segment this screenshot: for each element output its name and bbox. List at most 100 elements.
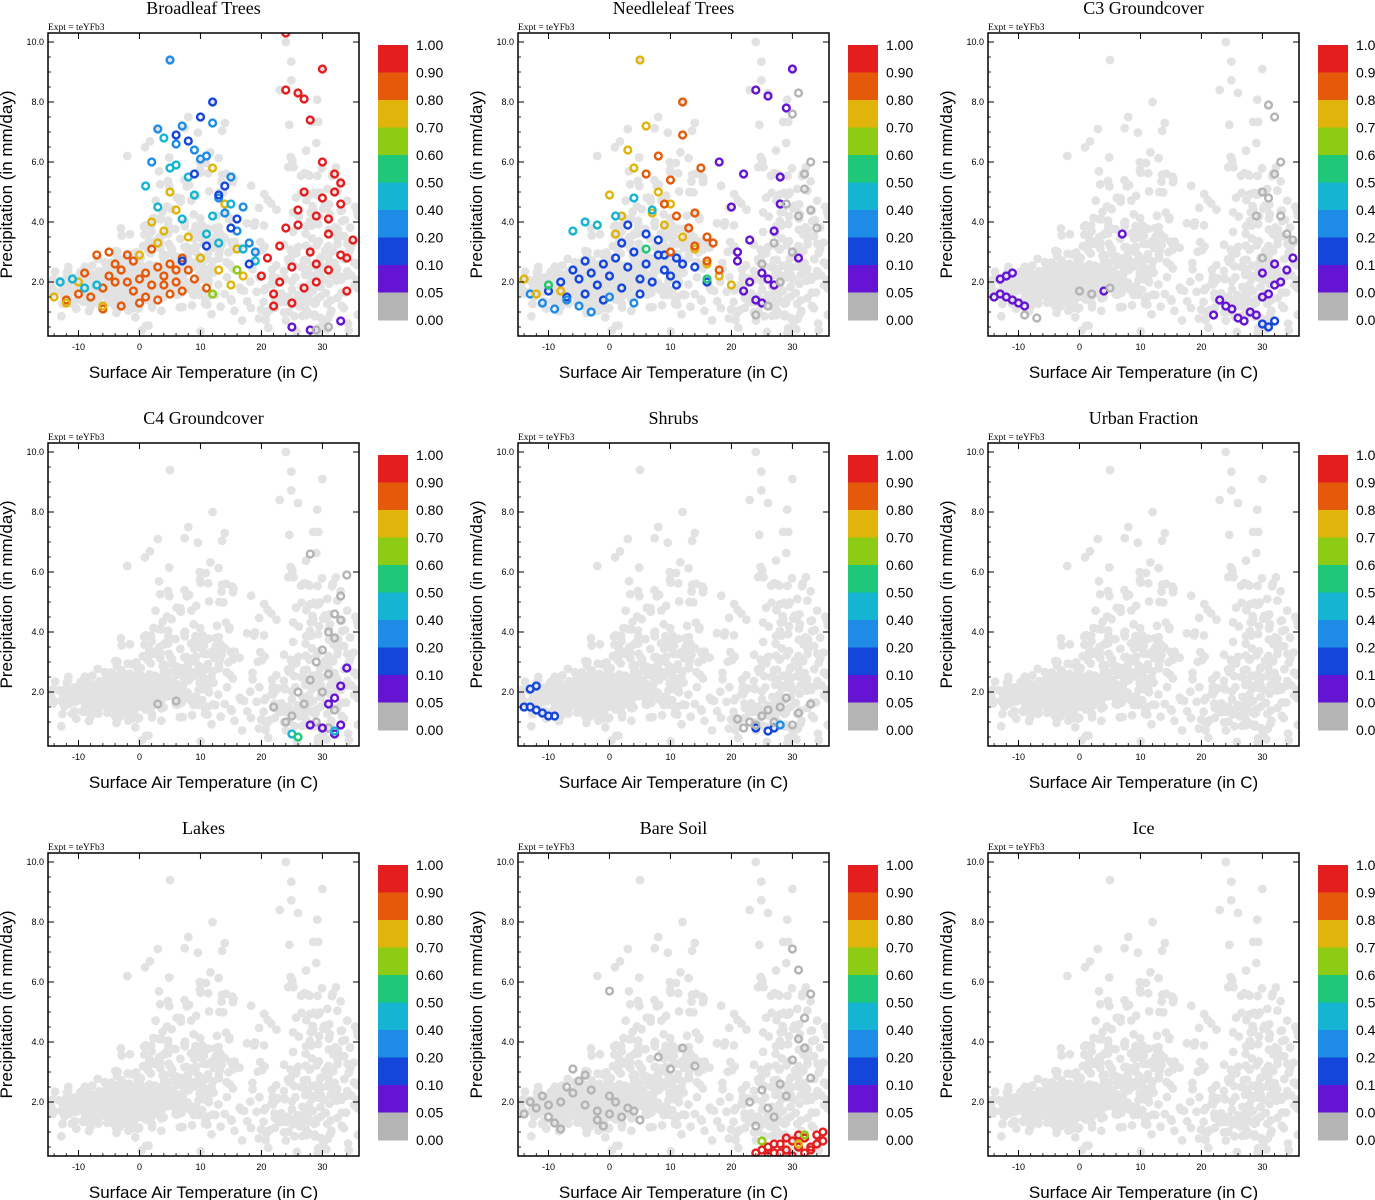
background-point xyxy=(1259,275,1268,285)
colorbar: 1.000.900.800.700.600.500.400.200.100.05… xyxy=(848,37,913,328)
background-point xyxy=(1161,208,1171,218)
background-point xyxy=(657,710,667,720)
x-tick-label: 10 xyxy=(195,342,205,352)
data-point xyxy=(574,274,584,284)
background-point xyxy=(1177,316,1187,325)
background-point xyxy=(1102,269,1112,279)
background-point xyxy=(783,117,793,127)
data-point xyxy=(757,711,767,721)
background-point xyxy=(86,692,95,702)
background-point xyxy=(756,152,765,162)
background-point xyxy=(669,673,679,683)
data-point xyxy=(287,711,297,721)
background-point xyxy=(684,690,693,699)
data-point xyxy=(67,274,78,284)
background-point xyxy=(599,672,609,681)
data-point xyxy=(738,169,749,179)
background-point xyxy=(718,258,727,268)
background-point xyxy=(1241,286,1250,296)
background-point xyxy=(260,242,269,252)
background-point xyxy=(707,726,717,735)
colorbar-swatch xyxy=(848,647,878,676)
background-point xyxy=(310,310,320,319)
background-point xyxy=(1223,162,1233,172)
background-point xyxy=(633,216,643,226)
data-point xyxy=(568,265,578,275)
background-point xyxy=(230,237,240,247)
plot-frame xyxy=(517,32,830,337)
background-point xyxy=(1116,287,1126,297)
background-point xyxy=(653,522,663,532)
background-point xyxy=(687,170,697,180)
background-point xyxy=(184,180,194,190)
background-point xyxy=(1148,290,1158,299)
data-point xyxy=(220,208,230,218)
colorbar-label: 0.60 xyxy=(1356,147,1375,163)
data-point xyxy=(677,232,688,242)
background-point xyxy=(1083,245,1093,255)
background-point xyxy=(803,596,812,605)
background-point xyxy=(163,216,173,226)
data-point xyxy=(171,696,181,706)
data-point xyxy=(147,244,157,254)
data-point xyxy=(1276,211,1286,221)
background-point xyxy=(281,37,291,47)
background-point xyxy=(771,639,780,649)
background-point xyxy=(222,272,232,282)
background-point xyxy=(1035,270,1045,280)
data-point xyxy=(275,241,285,251)
data-point xyxy=(214,265,224,275)
background-point xyxy=(1107,244,1117,254)
background-point xyxy=(691,618,701,627)
background-point xyxy=(1085,137,1095,146)
data-point xyxy=(671,211,682,221)
data-point xyxy=(317,64,328,74)
background-point xyxy=(758,227,768,237)
colorbar-label: 0.00 xyxy=(416,722,443,738)
data-point xyxy=(629,247,639,257)
background-point xyxy=(95,270,105,280)
background-point xyxy=(1249,299,1259,309)
background-point xyxy=(110,674,119,684)
background-point xyxy=(207,719,216,729)
background-point xyxy=(1058,267,1068,277)
data-point xyxy=(323,265,334,275)
background-point xyxy=(1176,285,1186,295)
background-point xyxy=(173,687,183,696)
background-point xyxy=(178,302,188,312)
background-point xyxy=(687,587,696,596)
x-tick-label: 10 xyxy=(665,752,675,762)
background-point xyxy=(224,658,233,667)
background-point xyxy=(1051,293,1061,303)
background-point xyxy=(1290,202,1299,212)
data-point xyxy=(323,229,334,239)
background-point xyxy=(197,695,207,705)
data-point xyxy=(775,720,785,730)
background-point xyxy=(539,683,549,692)
colorbar-label: 0.50 xyxy=(886,585,913,601)
background-point xyxy=(1120,242,1129,252)
colorbar-swatch xyxy=(848,565,878,593)
background-point xyxy=(288,227,298,237)
data-point xyxy=(293,205,303,215)
data-point xyxy=(171,130,181,140)
background-point xyxy=(208,651,218,660)
background-point xyxy=(669,239,678,249)
background-point xyxy=(124,709,134,718)
background-point xyxy=(676,148,685,157)
background-point xyxy=(56,721,66,731)
background-point xyxy=(1077,326,1087,335)
background-point xyxy=(154,166,164,176)
data-point xyxy=(1215,295,1225,305)
background-point xyxy=(1056,224,1066,233)
background-point xyxy=(539,273,549,282)
data-point xyxy=(189,274,200,284)
colorbar-swatch xyxy=(378,100,408,128)
background-point xyxy=(1221,37,1231,47)
data-point xyxy=(336,720,346,730)
background-point xyxy=(318,474,327,484)
background-point xyxy=(215,597,224,607)
background-point xyxy=(252,697,261,707)
background-point xyxy=(723,247,733,257)
